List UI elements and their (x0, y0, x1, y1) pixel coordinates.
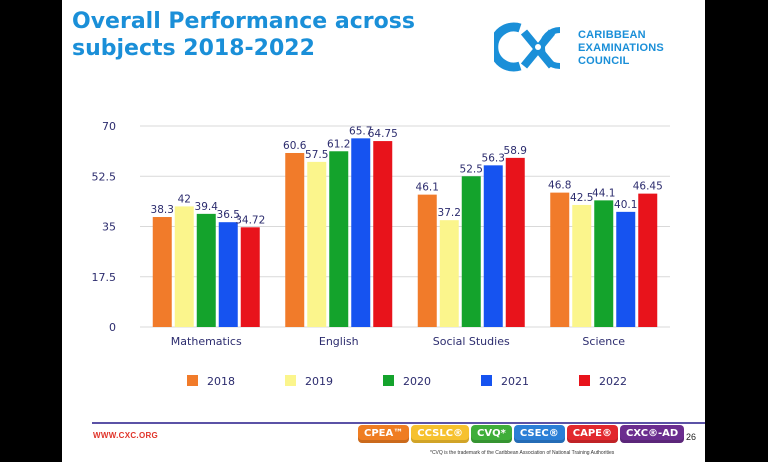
data-label: 38.3 (151, 204, 174, 216)
data-label: 42 (178, 193, 191, 205)
cxc-logo-mark (494, 22, 561, 72)
x-tick-label: English (319, 335, 359, 348)
bar-2019-science (572, 204, 592, 327)
program-badges: CPEA™ CCSLC® CVQ* CSEC® CAPE® CXC®-AD (358, 425, 685, 443)
bar-2019-mathematics (174, 206, 194, 327)
badge-ccslc: CCSLC® (411, 425, 470, 443)
data-label: 40.1 (614, 199, 637, 211)
bar-2018-social-studies (417, 194, 437, 327)
badge-cape: CAPE® (566, 425, 618, 443)
bar-chart: 0 17.5 35 52.5 70 38.3 42 39.436.534.72 Mathemat… (92, 120, 670, 388)
badge-cpea: CPEA™ (358, 425, 410, 443)
data-label: 37.2 (438, 207, 461, 219)
data-label: 57.5 (305, 149, 328, 161)
data-label: 42.5 (570, 192, 593, 204)
legend-label-2021: 2021 (501, 375, 529, 388)
data-label: 61.2 (327, 138, 350, 150)
cxc-logo: CARIBBEAN EXAMINATIONS COUNCIL (494, 20, 704, 76)
data-label: 39.4 (195, 201, 219, 213)
logo-line-2: EXAMINATIONS (578, 42, 664, 54)
data-label: 46.8 (548, 180, 571, 192)
x-tick-label: Science (582, 335, 625, 348)
website-link[interactable]: WWW.CXC.ORG (93, 431, 159, 440)
legend-swatch-2019 (285, 375, 296, 386)
y-tick-label: 52.5 (92, 170, 117, 183)
data-label: 56.3 (482, 152, 505, 164)
bar-2022-english (373, 141, 393, 327)
badge-cvq: CVQ* (471, 425, 512, 443)
logo-line-3: COUNCIL (578, 55, 630, 67)
bar-2021-social-studies (483, 165, 503, 327)
bar-2020-science (594, 200, 614, 327)
y-tick-label: 35 (102, 221, 116, 234)
bar-2020-mathematics (196, 213, 216, 327)
logo-line-1: CARIBBEAN (578, 29, 646, 41)
badge-cxc-ad: CXC®-AD (620, 425, 685, 443)
legend-label-2018: 2018 (207, 375, 235, 388)
bar-2018-mathematics (152, 217, 172, 327)
page-number: 26 (686, 432, 697, 442)
bar-2018-english (285, 152, 305, 327)
footer-divider (92, 422, 705, 424)
legend-swatch-2018 (187, 375, 198, 386)
logo-text: CARIBBEAN EXAMINATIONS COUNCIL (578, 29, 664, 68)
data-label: 46.45 (633, 181, 663, 193)
bar-2022-social-studies (505, 157, 525, 327)
y-tick-label: 17.5 (92, 271, 117, 284)
badge-csec: CSEC® (513, 425, 565, 443)
y-tick-label: 70 (102, 120, 116, 133)
bar-2021-science (616, 211, 636, 327)
data-label: 36.5 (217, 209, 240, 221)
data-label: 60.6 (283, 140, 307, 152)
slide: Overall Performance across subjects 2018… (62, 0, 705, 462)
legend-swatch-2020 (383, 375, 394, 386)
legend-label-2022: 2022 (599, 375, 627, 388)
y-tick-label: 0 (109, 321, 116, 334)
data-label: 64.75 (368, 128, 398, 140)
bar-2018-science (550, 192, 570, 327)
slide-title: Overall Performance across subjects 2018… (72, 9, 415, 61)
data-label: 65.7 (349, 125, 372, 137)
legend-label-2019: 2019 (305, 375, 333, 388)
x-tick-label: Social Studies (433, 335, 510, 348)
legend-label-2020: 2020 (403, 375, 431, 388)
trademark-note: *CVQ is the trademark of the Caribbean A… (430, 450, 615, 456)
bar-2020-social-studies (461, 176, 481, 327)
legend-swatch-2022 (579, 375, 590, 386)
bar-2021-english (351, 138, 371, 327)
legend-swatch-2021 (481, 375, 492, 386)
bar-2021-mathematics (218, 222, 238, 327)
bar-2020-english (329, 151, 349, 327)
bar-2022-science (638, 193, 658, 327)
data-label: 44.1 (592, 187, 615, 199)
bar-2019-english (307, 161, 327, 327)
data-label: 58.9 (504, 145, 527, 157)
data-label: 34.72 (235, 214, 265, 226)
bar-2019-social-studies (439, 220, 459, 327)
bar-2022-mathematics (240, 227, 260, 327)
x-tick-label: Mathematics (171, 335, 242, 348)
data-label: 46.1 (416, 182, 439, 194)
data-label: 52.5 (460, 163, 483, 175)
